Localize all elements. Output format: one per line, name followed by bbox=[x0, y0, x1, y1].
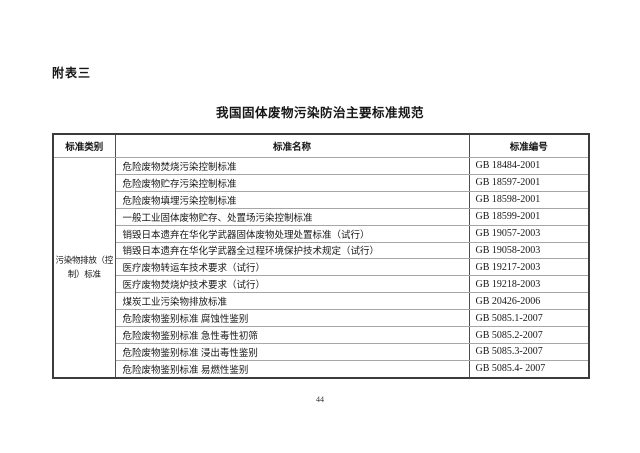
appendix-label: 附表三 bbox=[52, 66, 92, 80]
standard-name-cell: 危险废物贮存污染控制标准 bbox=[114, 173, 470, 192]
table-row: 危险废物鉴别标准 浸出毒性鉴别 GB 5085.3-2007 bbox=[53, 342, 590, 361]
header-standard-name: 标准名称 bbox=[114, 133, 470, 158]
standards-table-container: 标准类别 标准名称 标准编号 污染物排放（控制）标准 危险废物焚烧污染控制标准 … bbox=[52, 133, 590, 379]
standards-table: 标准类别 标准名称 标准编号 污染物排放（控制）标准 危险废物焚烧污染控制标准 … bbox=[52, 133, 590, 379]
standard-code-cell: GB 19058-2003 bbox=[468, 241, 590, 260]
standard-name-cell: 危险废物填埋污染控制标准 bbox=[114, 190, 470, 209]
standard-code-cell: GB 18484-2001 bbox=[468, 157, 590, 175]
standard-code-cell: GB 20426-2006 bbox=[468, 292, 590, 311]
standard-code-cell: GB 18599-2001 bbox=[468, 207, 590, 226]
standard-code-cell: GB 19218-2003 bbox=[468, 275, 590, 294]
page-number: 44 bbox=[316, 395, 324, 404]
standard-name-cell: 危险废物鉴别标准 腐蚀性鉴别 bbox=[114, 309, 470, 328]
page-title: 我国固体废物污染防治主要标准规范 bbox=[215, 106, 424, 120]
table-row: 医疗废物转运车技术要求（试行） GB 19217-2003 bbox=[53, 258, 590, 277]
table-row: 危险废物鉴别标准 腐蚀性鉴别 GB 5085.1-2007 bbox=[53, 309, 590, 328]
standard-code-cell: GB 5085.1-2007 bbox=[468, 309, 590, 328]
table-row: 一般工业固体废物贮存、处置场污染控制标准 GB 18599-2001 bbox=[53, 207, 590, 226]
category-cell: 污染物排放（控制）标准 bbox=[52, 157, 116, 379]
table-row: 危险废物鉴别标准 急性毒性初筛 GB 5085.2-2007 bbox=[53, 326, 590, 344]
standard-name-cell: 危险废物焚烧污染控制标准 bbox=[114, 157, 470, 175]
table-row: 销毁日本遗弃在华化学武器全过程环境保护技术规定（试行） GB 19058-200… bbox=[53, 241, 590, 260]
standard-name-cell: 销毁日本遗弃在华化学武器固体废物处理处置标准（试行） bbox=[114, 224, 470, 243]
table-header-row: 标准类别 标准名称 标准编号 bbox=[52, 133, 590, 158]
standard-name-cell: 危险废物鉴别标准 浸出毒性鉴别 bbox=[114, 342, 470, 361]
table-row: 医疗废物焚烧炉技术要求（试行） GB 19218-2003 bbox=[53, 275, 590, 294]
standard-name-cell: 危险废物鉴别标准 易燃性鉴别 bbox=[114, 359, 470, 379]
header-standard-code: 标准编号 bbox=[468, 133, 590, 158]
table-row: 危险废物贮存污染控制标准 GB 18597-2001 bbox=[53, 173, 590, 192]
standard-code-cell: GB 19057-2003 bbox=[468, 224, 590, 243]
table-row: 煤炭工业污染物排放标准 GB 20426-2006 bbox=[53, 292, 590, 311]
standard-name-cell: 煤炭工业污染物排放标准 bbox=[114, 292, 470, 311]
standard-code-cell: GB 18597-2001 bbox=[468, 173, 590, 192]
standard-name-cell: 医疗废物焚烧炉技术要求（试行） bbox=[114, 275, 470, 294]
standard-code-cell: GB 5085.2-2007 bbox=[468, 326, 590, 344]
standard-code-cell: GB 18598-2001 bbox=[468, 190, 590, 209]
table-row: 危险废物填埋污染控制标准 GB 18598-2001 bbox=[53, 190, 590, 209]
table-row: 污染物排放（控制）标准 危险废物焚烧污染控制标准 GB 18484-2001 bbox=[52, 157, 590, 379]
standard-name-cell: 医疗废物转运车技术要求（试行） bbox=[114, 258, 470, 277]
standard-code-cell: GB 19217-2003 bbox=[468, 258, 590, 277]
table-row: 销毁日本遗弃在华化学武器固体废物处理处置标准（试行） GB 19057-2003 bbox=[53, 224, 590, 243]
standard-name-cell: 危险废物鉴别标准 急性毒性初筛 bbox=[114, 326, 470, 344]
header-standard-category: 标准类别 bbox=[52, 133, 116, 158]
standard-code-cell: GB 5085.3-2007 bbox=[468, 342, 590, 361]
standard-name-cell: 销毁日本遗弃在华化学武器全过程环境保护技术规定（试行） bbox=[114, 241, 470, 260]
standard-code-cell: GB 5085.4- 2007 bbox=[468, 359, 590, 379]
table-row: 危险废物鉴别标准 易燃性鉴别 GB 5085.4- 2007 bbox=[53, 359, 590, 379]
standard-name-cell: 一般工业固体废物贮存、处置场污染控制标准 bbox=[114, 207, 470, 226]
